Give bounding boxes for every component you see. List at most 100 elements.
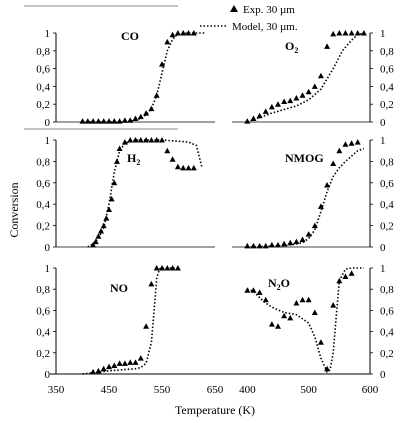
exp-point-top-left xyxy=(143,110,150,116)
exp-point-bottom-left xyxy=(148,280,155,287)
panel-title-3: NMOG xyxy=(285,151,324,165)
exp-point-middle-left xyxy=(180,164,187,171)
exp-point-top-right xyxy=(287,97,294,104)
model-curve-bottom-right xyxy=(247,267,364,374)
panel-title-2: H2 xyxy=(127,151,140,167)
exp-point-bottom-left xyxy=(132,359,139,365)
x-tick-label-left: 550 xyxy=(154,384,171,396)
panel-title-5: N2O xyxy=(268,276,290,292)
exp-point-middle-right xyxy=(244,242,251,249)
model-curve-middle-left xyxy=(87,139,203,248)
y-tick-label: 0,6 xyxy=(380,64,394,76)
exp-point-middle-left xyxy=(92,238,99,245)
panel-title-4: NO xyxy=(110,281,128,295)
y-tick-label: 0,2 xyxy=(36,348,50,360)
exp-point-top-right xyxy=(330,30,337,37)
y-tick-label: 0 xyxy=(45,369,51,381)
y-tick-label: 1 xyxy=(45,28,51,40)
exp-point-top-right xyxy=(268,103,275,110)
legend-exp-label: Exp. 30 µm xyxy=(243,4,295,16)
exp-point-middle-right xyxy=(311,222,318,229)
model-curve-top-right xyxy=(247,32,365,123)
y-tick-label: 0,2 xyxy=(380,99,394,111)
y-tick-label: 0,6 xyxy=(380,305,394,317)
y-tick-label: 0,2 xyxy=(36,99,50,111)
panel-bottom-left: 0 0,2 0,4 0,6 0,8 1 NO xyxy=(36,263,215,381)
y-tick-label: 0,8 xyxy=(36,284,50,296)
y-tick-label: 0,4 xyxy=(380,327,394,339)
panel-bottom-right: 0 0,2 0,4 0,6 0,8 1 N2O xyxy=(232,263,394,381)
y-tick-label: 0,8 xyxy=(380,284,394,296)
exp-point-middle-left xyxy=(153,137,160,143)
y-tick-label: 0,2 xyxy=(36,221,50,233)
exp-point-bottom-right xyxy=(250,287,257,293)
exp-point-top-left xyxy=(132,115,139,121)
exp-point-middle-left xyxy=(95,233,102,239)
exp-point-bottom-left xyxy=(153,265,160,271)
exp-point-bottom-left xyxy=(137,355,144,361)
exp-point-top-right xyxy=(299,92,306,98)
exp-point-middle-right xyxy=(336,147,343,154)
exp-point-middle-left xyxy=(169,156,176,162)
model-curve-top-left xyxy=(82,32,205,123)
exp-point-middle-left xyxy=(174,163,181,170)
y-tick-label: 0,6 xyxy=(36,178,50,190)
y-tick-label: 1 xyxy=(380,263,386,275)
y-tick-label: 1 xyxy=(380,135,386,147)
y-tick-label: 0,4 xyxy=(380,81,394,93)
exp-point-bottom-right xyxy=(287,314,294,321)
exp-point-top-right xyxy=(336,30,343,36)
legend: Exp. 30 µm Model, 30 µm. xyxy=(200,4,298,33)
exp-point-middle-left xyxy=(164,147,171,154)
exp-point-middle-right xyxy=(342,141,349,147)
exp-point-bottom-left xyxy=(90,368,97,375)
exp-point-middle-left xyxy=(143,137,150,143)
panel-title-0: CO xyxy=(121,29,139,43)
x-tick-label-right: 600 xyxy=(362,384,379,396)
y-tick-label: 0,2 xyxy=(380,348,394,360)
y-axis-title: Conversion xyxy=(7,182,21,237)
panel-top-left: 0 0,2 0,4 0,6 0,8 1 CO xyxy=(36,28,215,129)
exp-point-middle-left xyxy=(113,158,120,164)
y-tick-label: 1 xyxy=(45,263,51,275)
exp-point-bottom-right xyxy=(330,302,337,308)
exp-point-top-left xyxy=(111,118,118,124)
y-tick-label: 0,4 xyxy=(36,81,50,93)
exp-point-top-right xyxy=(360,30,367,36)
model-curve-bottom-left xyxy=(82,267,178,375)
exp-point-bottom-right xyxy=(268,321,275,327)
legend-model-label: Model, 30 µm. xyxy=(232,21,298,33)
exp-point-top-right xyxy=(342,30,349,36)
panel-title-1: O2 xyxy=(285,39,298,55)
exp-point-top-left xyxy=(164,38,171,45)
y-tick-label: 0,4 xyxy=(36,327,50,339)
exp-point-bottom-right xyxy=(281,312,288,319)
exp-point-bottom-right xyxy=(317,339,324,345)
exp-point-middle-left xyxy=(127,137,134,143)
y-tick-label: 0,4 xyxy=(36,199,50,211)
x-tick-label-left: 650 xyxy=(207,384,224,396)
y-tick-label: 0,6 xyxy=(380,178,394,190)
exp-point-bottom-left xyxy=(106,363,112,370)
y-tick-label: 0 xyxy=(380,117,386,129)
exp-point-bottom-right xyxy=(348,270,355,276)
exp-point-bottom-right xyxy=(262,296,269,303)
exp-point-top-left xyxy=(159,61,165,67)
x-axis-title: Temperature (K) xyxy=(175,403,255,417)
y-tick-label: 0,8 xyxy=(380,156,394,168)
exp-point-bottom-left xyxy=(143,323,150,329)
exp-point-top-left xyxy=(100,118,107,124)
exp-point-top-right xyxy=(317,72,324,79)
y-tick-label: 0,8 xyxy=(36,156,50,168)
exp-point-top-right xyxy=(262,108,269,114)
exp-point-top-left xyxy=(185,30,192,36)
panel-middle-right: 0 0,2 0,4 0,6 0,8 1 NMOG xyxy=(232,135,394,254)
exp-point-top-right xyxy=(305,88,312,95)
y-tick-label: 0,6 xyxy=(36,305,50,317)
x-tick-label-right: 500 xyxy=(300,384,317,396)
y-tick-label: 0,2 xyxy=(380,221,394,233)
exp-point-bottom-left xyxy=(111,362,118,369)
exp-point-middle-left xyxy=(98,227,105,234)
exp-point-middle-left xyxy=(90,241,97,248)
